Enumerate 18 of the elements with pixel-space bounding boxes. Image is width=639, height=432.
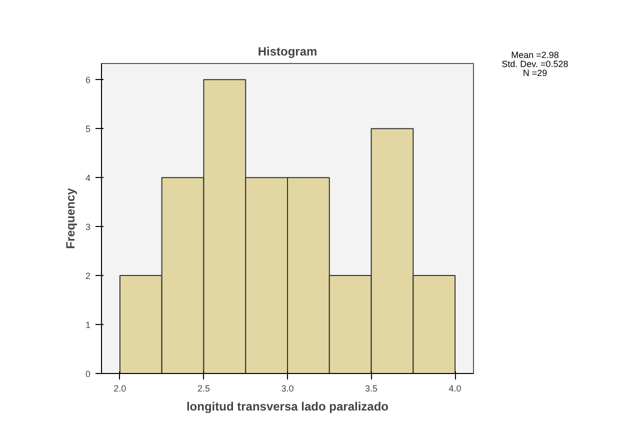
y-tick-label: 0 bbox=[85, 369, 91, 379]
y-tick-label: 4 bbox=[85, 173, 91, 184]
y-tick-label: 5 bbox=[85, 124, 91, 134]
x-tick-label: 4.0 bbox=[448, 384, 462, 394]
x-axis-title: longitud transversa lado paralizado bbox=[186, 400, 389, 414]
x-tick-label: 3.0 bbox=[281, 384, 294, 394]
text: Mean =2.98 bbox=[510, 50, 560, 60]
x-tick-label: 2.5 bbox=[197, 384, 210, 394]
text: N =29 bbox=[522, 68, 548, 78]
x-tick-label: 3.5 bbox=[365, 384, 378, 394]
chart-title: Histogram bbox=[258, 44, 318, 58]
text: Std. Dev. =0.528 bbox=[500, 59, 570, 69]
y-tick-label: 6 bbox=[85, 75, 91, 86]
y-tick-label: 1 bbox=[85, 320, 91, 330]
y-tick-label: 3 bbox=[85, 222, 91, 232]
y-tick-label: 2 bbox=[85, 271, 91, 282]
y-axis-title: Frequency bbox=[63, 188, 78, 249]
x-tick-label: 2.0 bbox=[114, 384, 126, 394]
